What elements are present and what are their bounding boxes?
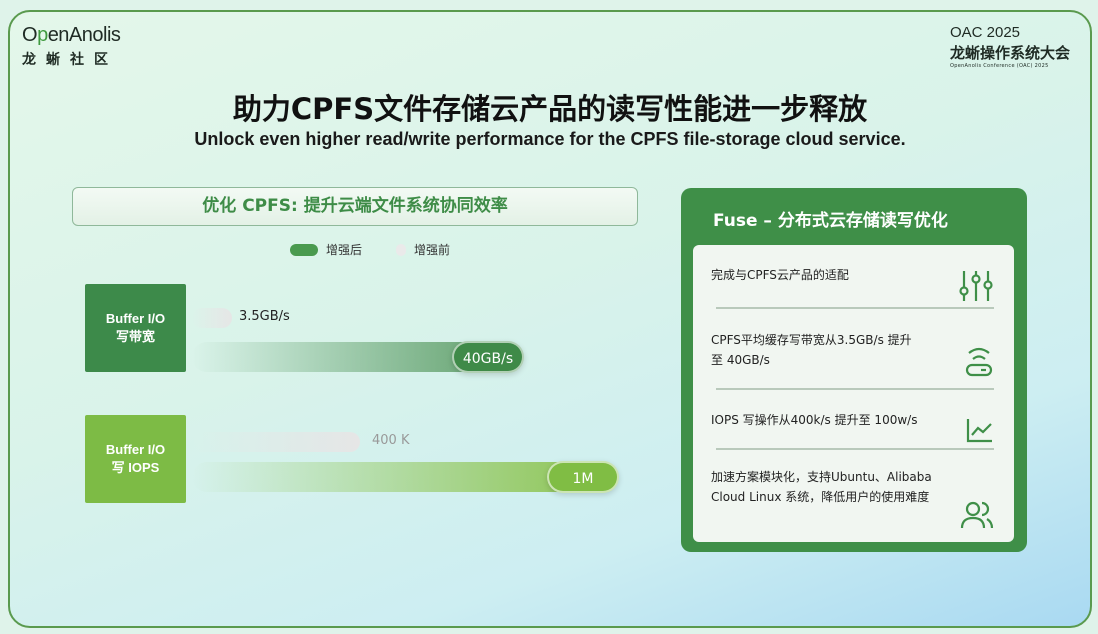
event-sub: OpenAnolis Conference (OAC) 2025	[949, 63, 1049, 69]
event-year: OAC 2025	[949, 24, 1021, 41]
row-label-iops: Buffer I/O 写 IOPS	[85, 415, 186, 503]
logo-text: p	[37, 24, 48, 46]
users-icon	[960, 501, 994, 529]
sliders-icon	[959, 271, 993, 301]
row-label-line: 写 IOPS	[111, 460, 160, 475]
legend-swatch	[290, 243, 318, 256]
row-label-line: Buffer I/O	[105, 311, 166, 326]
value-before: 3.5GB/s	[239, 309, 290, 324]
value-after: 1M	[547, 461, 619, 493]
bar-after	[192, 462, 617, 492]
line-chart-icon	[966, 419, 992, 443]
feature-item: IOPS 写操作从400k/s 提升至 100w/s	[711, 413, 918, 427]
legend-label: 增强前	[414, 243, 451, 257]
fuse-panel: Fuse – 分布式云存储读写优化 完成与CPFS云产品的适配 CPFS平均缓存…	[681, 188, 1027, 552]
logo-text: O	[22, 24, 38, 46]
divider	[716, 448, 994, 450]
row-label-bandwidth: Buffer I/O 写带宽	[85, 284, 186, 372]
feature-item: 完成与CPFS云产品的适配	[711, 268, 849, 282]
bar-before	[192, 308, 232, 328]
slide-title: 助力CPFS文件存储云产品的读写性能进一步释放	[232, 92, 868, 126]
legend-label: 增强后	[326, 243, 363, 257]
legend-after: 增强后	[290, 241, 362, 258]
slide-subtitle: Unlock even higher read/write performanc…	[194, 129, 906, 149]
row-label-line: Buffer I/O	[105, 442, 166, 457]
openanolis-logo: OpenAnolis 龙蜥社区	[22, 24, 121, 69]
left-panel-header: 优化 CPFS: 提升云端文件系统协同效率	[72, 187, 638, 226]
slide: OpenAnolis 龙蜥社区 OAC 2025 龙蜥操作系统大会 OpenAn…	[8, 10, 1092, 628]
event-name: 龙蜥操作系统大会	[949, 44, 1070, 62]
divider	[716, 307, 994, 309]
divider	[716, 388, 994, 390]
logo-cn: 龙蜥社区	[22, 52, 118, 68]
feature-item: CPFS平均缓存写带宽从3.5GB/s 提升至 40GB/s	[711, 333, 912, 367]
router-icon	[965, 347, 993, 377]
event-logo: OAC 2025 龙蜥操作系统大会 OpenAnolis Conference …	[950, 24, 1070, 69]
row-label-line: 写带宽	[115, 329, 155, 344]
fuse-card: 完成与CPFS云产品的适配 CPFS平均缓存写带宽从3.5GB/s 提升至 40…	[693, 245, 1014, 542]
logo-text: enAnolis	[47, 24, 121, 46]
value-before: 400 K	[372, 433, 410, 448]
fuse-panel-title: Fuse – 分布式云存储读写优化	[713, 211, 948, 231]
legend-before: 增强前	[396, 241, 450, 258]
feature-item: 加速方案模块化，支持Ubuntu、Alibaba Cloud Linux 系统，…	[711, 470, 932, 504]
bar-before	[192, 432, 360, 452]
value-after: 40GB/s	[452, 341, 524, 373]
legend-swatch	[396, 243, 406, 256]
